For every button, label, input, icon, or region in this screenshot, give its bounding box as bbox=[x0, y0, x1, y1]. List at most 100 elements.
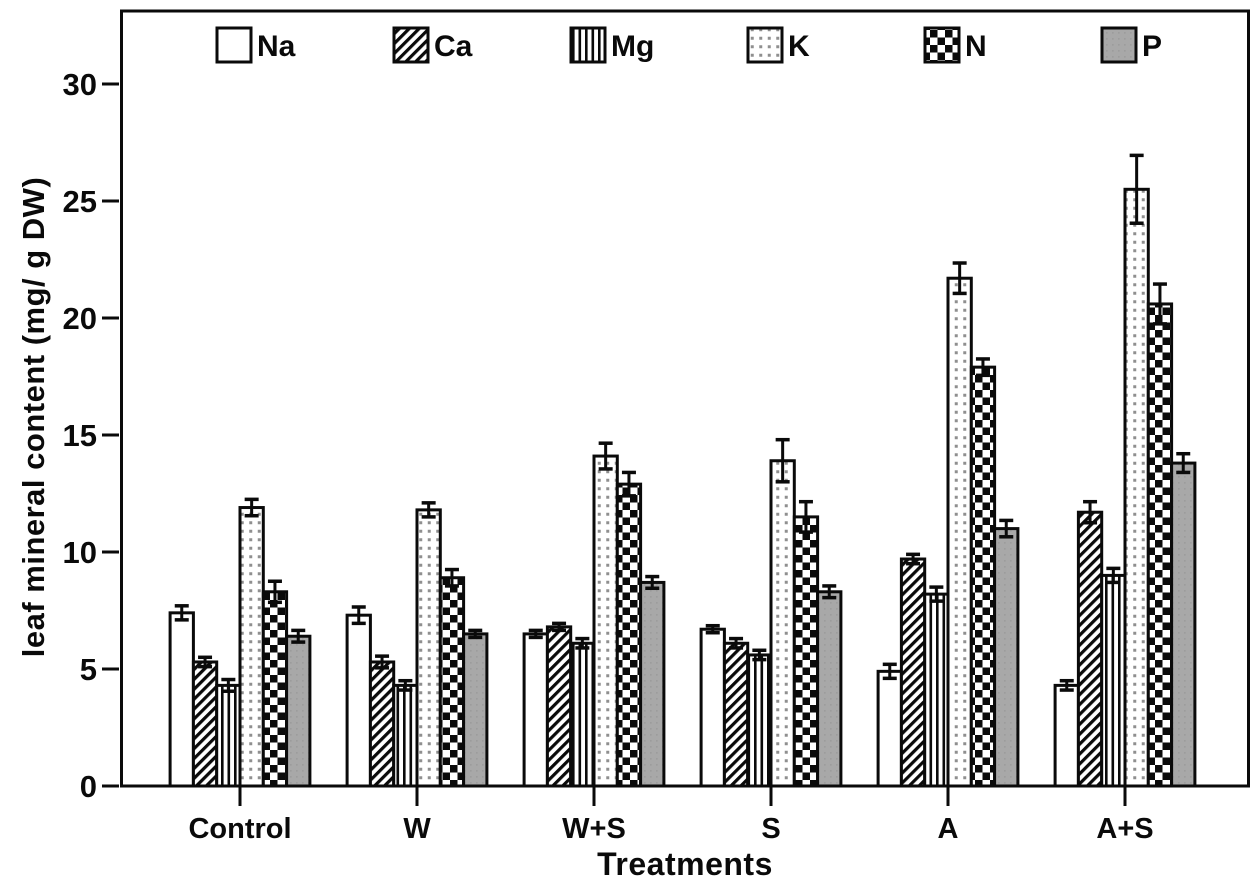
legend-item-p: P bbox=[1100, 26, 1162, 64]
y-tick-label-5: 5 bbox=[80, 652, 97, 687]
bar-na-a+s bbox=[1053, 683, 1080, 788]
legend-swatch-mg bbox=[569, 26, 607, 64]
errorbar-ca-w bbox=[375, 654, 390, 670]
frame-layer bbox=[120, 9, 1250, 788]
bar-n-w bbox=[438, 576, 466, 788]
errorbar-na-control bbox=[174, 604, 189, 622]
errorbar-p-w+s bbox=[645, 574, 660, 591]
errorbar-na-a bbox=[882, 662, 897, 681]
legend-swatch-k bbox=[746, 26, 784, 64]
plot-frame bbox=[120, 9, 1250, 788]
bar-na-a bbox=[876, 669, 903, 788]
error-bars-layer bbox=[174, 153, 1191, 693]
legend-item-na: Na bbox=[215, 26, 296, 64]
bar-ca-w+s bbox=[545, 625, 573, 788]
bar-na-w bbox=[345, 613, 372, 788]
bar-na-w+s bbox=[522, 632, 549, 788]
legend-label-k: K bbox=[788, 30, 810, 63]
bar-p-s bbox=[816, 590, 843, 788]
errorbar-n-a+s bbox=[1152, 282, 1167, 326]
y-tick-label-20: 20 bbox=[63, 301, 97, 336]
errorbar-p-control bbox=[291, 628, 306, 644]
legend-label-p: P bbox=[1142, 30, 1162, 63]
errorbar-k-a+s bbox=[1129, 153, 1144, 225]
bar-k-a bbox=[946, 276, 973, 788]
errorbar-ca-a+s bbox=[1083, 499, 1098, 525]
bar-mg-w+s bbox=[569, 641, 596, 788]
x-axis-label-w: W bbox=[403, 813, 431, 845]
errorbar-p-a+s bbox=[1176, 451, 1191, 475]
legend: Na Ca Mg K N P bbox=[215, 26, 1162, 64]
errorbar-k-w bbox=[421, 501, 436, 519]
bar-k-s bbox=[769, 459, 796, 788]
bar-ca-control bbox=[191, 660, 219, 788]
legend-item-k: K bbox=[746, 26, 810, 64]
bar-ca-a bbox=[899, 557, 927, 788]
bar-n-a+s bbox=[1146, 302, 1174, 788]
errorbar-p-s bbox=[822, 584, 837, 600]
x-axis-label-s: S bbox=[761, 813, 780, 845]
legend-swatch-ca bbox=[392, 26, 430, 64]
y-tick-label-0: 0 bbox=[80, 769, 97, 804]
bar-k-w+s bbox=[592, 454, 619, 788]
bar-p-a+s bbox=[1170, 461, 1197, 788]
errorbar-ca-w+s bbox=[552, 621, 567, 633]
legend-swatch-n bbox=[923, 26, 961, 64]
bar-mg-a+s bbox=[1100, 573, 1127, 788]
errorbar-k-s bbox=[775, 437, 790, 484]
bar-p-w+s bbox=[639, 580, 666, 788]
bar-n-s bbox=[792, 515, 820, 788]
legend-swatch-na bbox=[215, 26, 253, 64]
bar-k-control bbox=[238, 506, 265, 788]
errorbar-p-a bbox=[999, 518, 1014, 539]
bar-n-a bbox=[969, 365, 997, 788]
legend-item-n: N bbox=[923, 26, 987, 64]
bar-ca-a+s bbox=[1076, 510, 1104, 788]
errorbar-n-s bbox=[798, 499, 813, 534]
errorbar-na-w+s bbox=[528, 628, 543, 640]
legend-swatch-p bbox=[1100, 26, 1138, 64]
errorbar-k-a bbox=[952, 261, 967, 296]
errorbar-na-w bbox=[351, 605, 366, 626]
bar-ca-w bbox=[368, 660, 396, 788]
y-axis-title: leaf mineral content (mg/ g DW) bbox=[16, 176, 51, 658]
errorbar-n-w+s bbox=[621, 470, 636, 498]
bar-n-w+s bbox=[615, 482, 643, 788]
y-tick-label-10: 10 bbox=[63, 535, 97, 570]
bar-p-w bbox=[462, 632, 489, 788]
errorbar-ca-s bbox=[729, 636, 744, 650]
errorbar-n-w bbox=[444, 567, 459, 588]
legend-item-mg: Mg bbox=[569, 26, 654, 64]
bar-na-s bbox=[699, 627, 726, 788]
legend-label-n: N bbox=[965, 30, 987, 63]
errorbar-ca-control bbox=[198, 655, 213, 669]
bar-mg-s bbox=[746, 653, 773, 788]
x-axis-label-a: A bbox=[938, 813, 959, 845]
x-axis-label-w+s: W+S bbox=[562, 813, 626, 845]
errorbar-mg-a bbox=[929, 585, 944, 603]
bar-mg-w bbox=[392, 683, 419, 788]
errorbar-mg-control bbox=[221, 677, 236, 693]
bar-na-control bbox=[168, 611, 195, 788]
y-tick-label-30: 30 bbox=[63, 67, 97, 102]
bar-k-a+s bbox=[1123, 187, 1150, 788]
errorbar-na-s bbox=[705, 623, 720, 635]
errorbar-mg-w bbox=[398, 678, 413, 692]
x-axis-label-control: Control bbox=[188, 813, 291, 845]
bar-ca-s bbox=[722, 641, 750, 788]
errorbar-na-a+s bbox=[1059, 678, 1074, 692]
bar-p-a bbox=[993, 527, 1020, 788]
bar-n-control bbox=[261, 590, 289, 788]
errorbar-k-control bbox=[244, 497, 259, 518]
errorbar-mg-s bbox=[752, 648, 767, 662]
errorbar-p-w bbox=[468, 628, 483, 640]
bar-mg-control bbox=[215, 683, 242, 788]
errorbar-n-a bbox=[975, 357, 990, 378]
bar-k-w bbox=[415, 508, 442, 788]
axes-layer: 0 5 10 15 20 25 30 Control W W+S S A A+S bbox=[63, 67, 1154, 845]
bar-p-control bbox=[285, 634, 312, 788]
legend-label-mg: Mg bbox=[611, 30, 654, 63]
legend-item-ca: Ca bbox=[392, 26, 473, 64]
